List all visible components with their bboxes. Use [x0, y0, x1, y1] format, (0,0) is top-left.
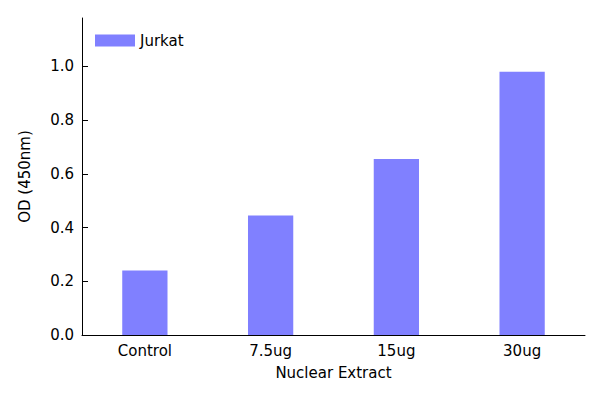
svg-text:0.8: 0.8	[50, 111, 74, 129]
svg-text:0.0: 0.0	[50, 326, 74, 344]
svg-text:15ug: 15ug	[377, 342, 415, 360]
svg-text:7.5ug: 7.5ug	[249, 342, 292, 360]
svg-text:OD (450nm): OD (450nm)	[16, 130, 34, 223]
svg-text:30ug: 30ug	[503, 342, 541, 360]
svg-text:0.2: 0.2	[50, 272, 74, 290]
svg-text:Nuclear Extract: Nuclear Extract	[275, 364, 391, 382]
svg-text:1.0: 1.0	[50, 57, 74, 75]
svg-text:Control: Control	[118, 342, 172, 360]
svg-text:Jurkat: Jurkat	[139, 32, 184, 50]
svg-text:0.4: 0.4	[50, 219, 74, 237]
svg-text:0.6: 0.6	[50, 165, 74, 183]
